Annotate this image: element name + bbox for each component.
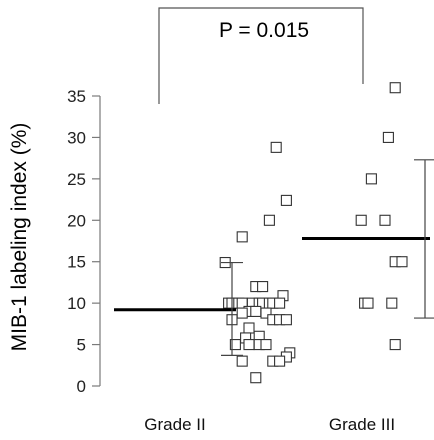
- data-point: [274, 297, 286, 309]
- data-point: [389, 339, 401, 351]
- data-point: [229, 339, 241, 351]
- data-point: [270, 141, 282, 153]
- x-tick-label: Grade II: [144, 415, 205, 434]
- data-point: [250, 305, 262, 317]
- data-point: [236, 231, 248, 243]
- data-point: [389, 82, 401, 94]
- y-tick-label: 10: [67, 294, 86, 313]
- data-point: [260, 339, 272, 351]
- data-point: [379, 214, 391, 226]
- data-point: [243, 322, 255, 334]
- y-tick-label: 35: [67, 87, 86, 106]
- y-tick-label: 25: [67, 170, 86, 189]
- y-tick-label: 20: [67, 211, 86, 230]
- data-point: [243, 339, 255, 351]
- marks: [114, 7, 434, 384]
- data-point: [382, 131, 394, 143]
- data-point: [257, 281, 269, 293]
- y-tick-label: 15: [67, 253, 86, 272]
- data-point: [236, 355, 248, 367]
- p-value-label: P = 0.015: [219, 19, 309, 42]
- y-axis-label: MIB-1 labeling index (%): [8, 123, 31, 352]
- y-tick-label: 5: [77, 336, 86, 355]
- data-point: [355, 214, 367, 226]
- data-point: [280, 194, 292, 206]
- data-point: [274, 355, 286, 367]
- y-tick-label: 30: [67, 128, 86, 147]
- labels: MIB-1 labeling index (%) P = 0.015: [8, 19, 309, 351]
- y-tick-label: 0: [77, 377, 86, 396]
- data-point: [250, 372, 262, 384]
- significance-bracket: [158, 7, 364, 104]
- axes: 0 5 10 15 20 25 30 35 Grade II Grade III: [67, 87, 395, 434]
- data-point: [365, 173, 377, 185]
- x-tick-label: Grade III: [329, 415, 395, 434]
- data-point: [362, 297, 374, 309]
- data-point: [260, 307, 272, 319]
- data-point: [236, 307, 248, 319]
- data-point: [396, 256, 408, 268]
- data-point: [386, 297, 398, 309]
- data-point: [280, 314, 292, 326]
- data-point: [263, 214, 275, 226]
